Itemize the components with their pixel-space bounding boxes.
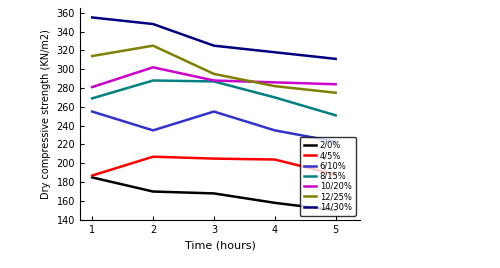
12/25% xyxy=(272,84,278,88)
Legend: 2/0%, 4/5%, 6/10%, 8/15%, 10/20%, 12/25%, 14/30%: 2/0%, 4/5%, 6/10%, 8/15%, 10/20%, 12/25%… xyxy=(300,137,356,215)
12/25% xyxy=(332,91,338,94)
4/5% xyxy=(150,155,156,158)
2/0% xyxy=(272,201,278,204)
6/10% xyxy=(211,110,217,113)
14/30% xyxy=(89,16,95,19)
6/10% xyxy=(272,129,278,132)
4/5% xyxy=(89,174,95,177)
8/15% xyxy=(89,97,95,100)
14/30% xyxy=(272,51,278,54)
4/5% xyxy=(332,173,338,176)
Line: 14/30%: 14/30% xyxy=(92,17,336,59)
10/20% xyxy=(211,79,217,82)
Line: 12/25%: 12/25% xyxy=(92,46,336,93)
Line: 8/15%: 8/15% xyxy=(92,80,336,115)
10/20% xyxy=(150,66,156,69)
10/20% xyxy=(89,85,95,89)
8/15% xyxy=(272,96,278,99)
4/5% xyxy=(211,157,217,160)
2/0% xyxy=(89,176,95,179)
Line: 10/20%: 10/20% xyxy=(92,67,336,87)
12/25% xyxy=(211,72,217,76)
X-axis label: Time (hours): Time (hours) xyxy=(184,240,256,250)
6/10% xyxy=(150,129,156,132)
Y-axis label: Dry compressive strength (KN/m2): Dry compressive strength (KN/m2) xyxy=(41,29,51,199)
2/0% xyxy=(211,192,217,195)
Line: 4/5%: 4/5% xyxy=(92,157,336,176)
Line: 6/10%: 6/10% xyxy=(92,111,336,142)
12/25% xyxy=(89,54,95,58)
8/15% xyxy=(332,114,338,117)
10/20% xyxy=(332,83,338,86)
8/15% xyxy=(150,79,156,82)
14/30% xyxy=(332,57,338,61)
2/0% xyxy=(150,190,156,193)
10/20% xyxy=(272,81,278,84)
6/10% xyxy=(332,140,338,143)
8/15% xyxy=(211,80,217,83)
Line: 2/0%: 2/0% xyxy=(92,177,336,210)
14/30% xyxy=(150,23,156,26)
2/0% xyxy=(332,209,338,212)
4/5% xyxy=(272,158,278,161)
14/30% xyxy=(211,44,217,47)
6/10% xyxy=(89,110,95,113)
12/25% xyxy=(150,44,156,47)
